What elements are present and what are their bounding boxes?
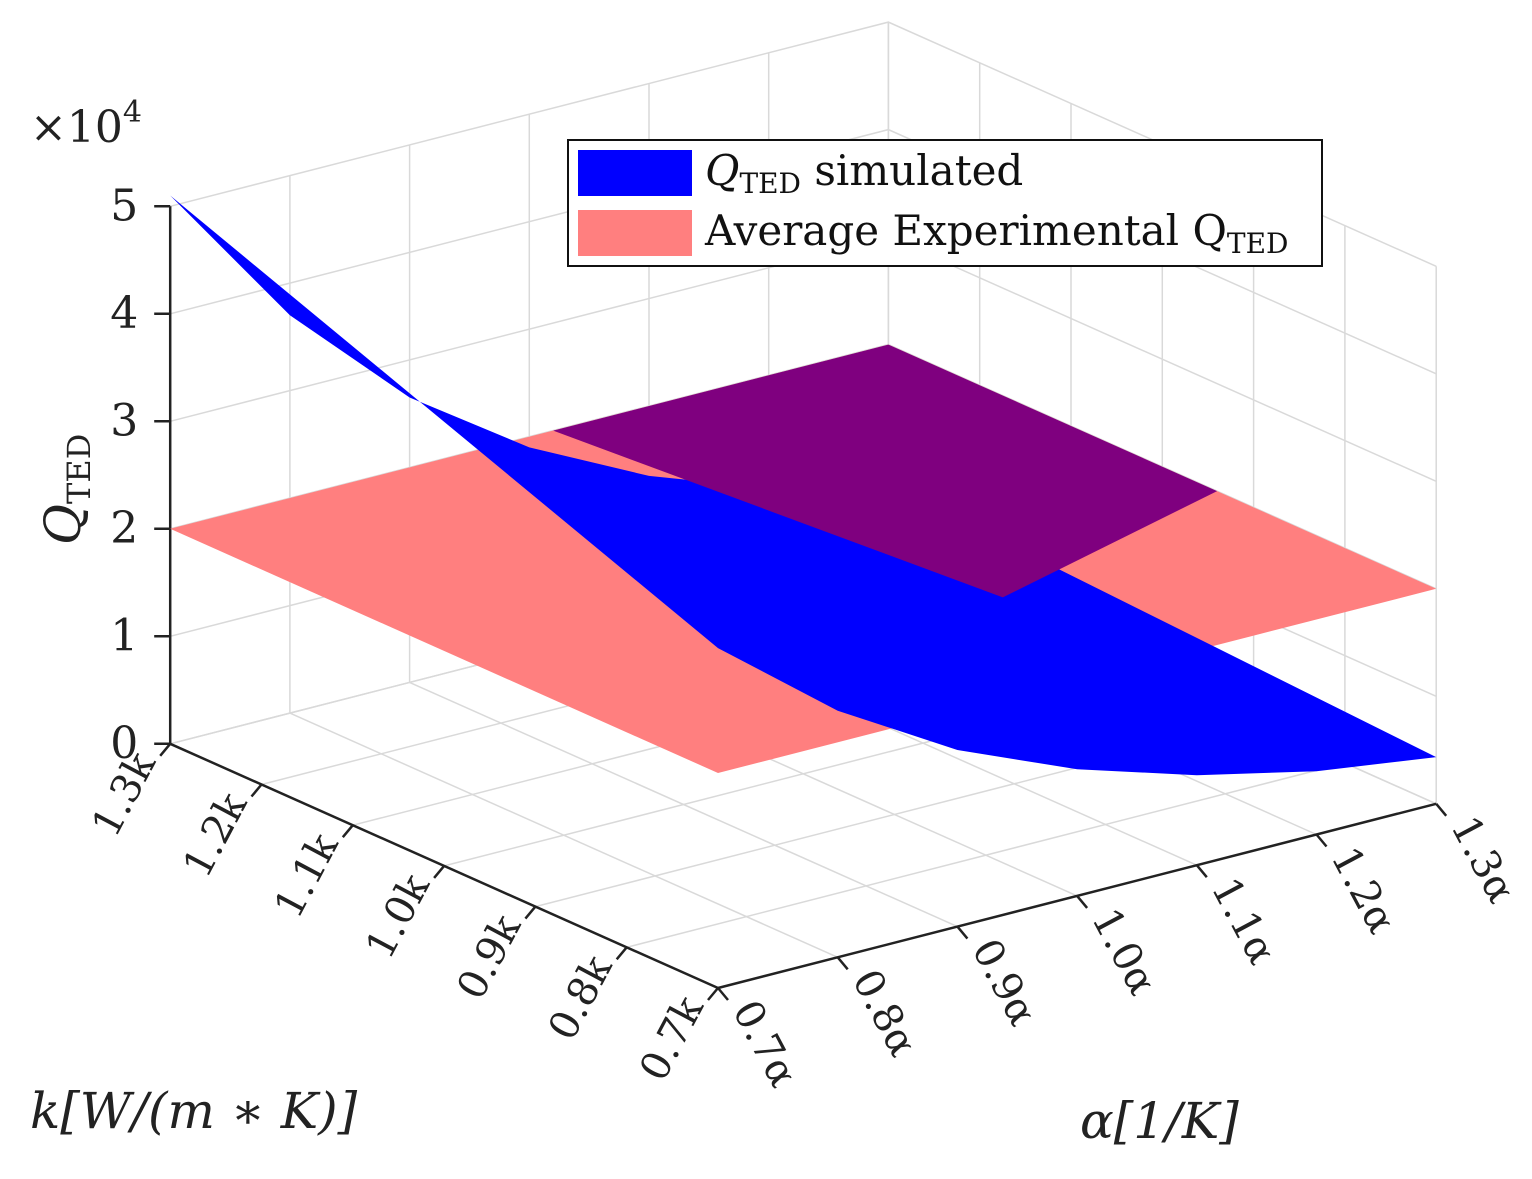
z-tick-label: 5 (110, 180, 138, 231)
alpha-axis-label: α[1/K] (1080, 1092, 1239, 1150)
z-tick-label: 3 (110, 395, 138, 446)
legend-entry-simulated: QTED simulated (705, 146, 1023, 200)
alpha-tick-mark (1315, 833, 1328, 848)
k-tick-label: 0.9k (448, 907, 530, 1007)
k-tick-mark (159, 742, 172, 757)
k-tick-mark (707, 987, 719, 1001)
surfaces (170, 195, 1437, 776)
alpha-tick-label: 1.2α (1322, 840, 1405, 942)
alpha-tick-label: 1.1α (1202, 870, 1285, 972)
k-tick-mark (250, 783, 263, 798)
k-tick-label: 1.3k (83, 744, 165, 844)
alpha-tick-mark (1435, 802, 1448, 817)
k-tick-mark (341, 824, 354, 839)
legend-swatch-experimental (578, 210, 692, 256)
alpha-tick-mark (956, 925, 969, 940)
k-tick-label: 1.1k (266, 826, 348, 926)
surface-overlap-region (553, 344, 1218, 598)
k-tick-label: 0.7k (631, 988, 713, 1088)
alpha-tick-mark (1076, 895, 1089, 909)
z-tick-label: 0 (110, 718, 138, 769)
grid-line-floor-k (626, 762, 1346, 949)
alpha-tick-mark (836, 956, 849, 971)
alpha-tick-label: 0.7α (723, 993, 806, 1095)
alpha-tick-label: 0.8α (843, 962, 926, 1064)
k-tick-label: 0.8k (540, 948, 622, 1048)
simulated-surface (170, 195, 1437, 776)
alpha-tick-mark (1195, 864, 1208, 879)
legend-swatch-simulated (578, 150, 692, 196)
z-axis-label: QTED (34, 434, 98, 545)
alpha-tick-label: 1.3α (1441, 809, 1524, 911)
k-tick-mark (615, 946, 628, 961)
k-tick-label: 1.0k (357, 866, 439, 966)
z-tick-label: 2 (110, 503, 138, 554)
alpha-tick-label: 1.0α (1082, 901, 1165, 1003)
z-multiplier: ×104 (30, 95, 142, 153)
legend: QTED simulated Average Experimental QTED (567, 139, 1323, 267)
legend-entry-experimental: Average Experimental QTED (704, 206, 1288, 260)
legend-box (567, 139, 1323, 267)
k-axis-label: k[W/(m ∗ K)] (30, 1082, 358, 1140)
z-tick-label: 1 (110, 610, 138, 661)
alpha-tick-mark (717, 987, 729, 1001)
alpha-tick-label: 0.9α (963, 932, 1046, 1034)
k-tick-mark (433, 865, 446, 879)
z-tick-label: 4 (110, 288, 138, 339)
k-tick-label: 1.2k (174, 785, 256, 885)
axes (154, 205, 1448, 1001)
k-tick-mark (524, 905, 537, 920)
grid-line-z (170, 128, 1437, 375)
